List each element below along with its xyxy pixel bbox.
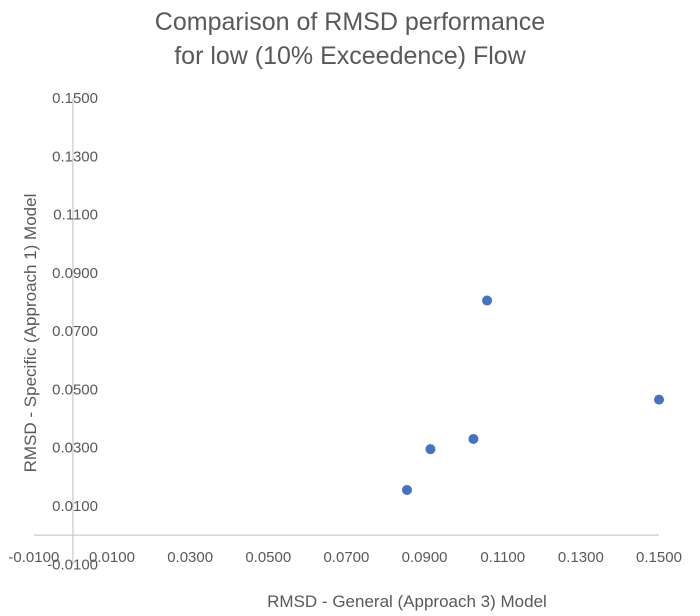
- axes: [33, 98, 659, 565]
- x-tick-label: 0.0500: [245, 549, 291, 566]
- y-tick-label: 0.0700: [52, 323, 98, 340]
- y-axis-title: RMSD - Specific (Approach 1) Model: [21, 194, 40, 473]
- y-tick-label: 0.0900: [52, 265, 98, 282]
- x-tick-label: -0.0100: [8, 549, 59, 566]
- y-tick-label: 0.0500: [52, 381, 98, 398]
- data-points: [401, 295, 664, 495]
- data-point: [401, 484, 412, 495]
- x-tick-labels: -0.0100 0.0100 0.0300 0.0500 0.0700 0.0900 0.1…: [8, 549, 682, 566]
- y-tick-labels: -0.0100 0.0100 0.0300 0.0500 0.0700 0.0900 0.1…: [47, 90, 98, 573]
- data-point: [425, 444, 436, 455]
- x-tick-label: 0.1300: [558, 549, 604, 566]
- data-point: [654, 394, 664, 405]
- y-tick-label: 0.0100: [52, 498, 98, 515]
- x-tick-label: 0.1100: [480, 549, 525, 566]
- y-tick-label: 0.1100: [53, 207, 98, 224]
- y-tick-label: 0.1500: [52, 90, 98, 107]
- x-tick-label: 0.1500: [636, 549, 682, 566]
- y-tick-label: 0.0300: [52, 440, 98, 457]
- y-tick-label: 0.1300: [52, 148, 98, 165]
- x-tick-label: 0.0700: [323, 549, 369, 566]
- x-tick-label: 0.0900: [402, 549, 448, 566]
- chart-title-line-2: for low (10% Exceedence) Flow: [174, 42, 526, 70]
- x-axis-title: RMSD - General (Approach 3) Model: [267, 592, 547, 611]
- data-point: [482, 295, 493, 306]
- data-point: [468, 433, 479, 444]
- y-tick-label: -0.0100: [47, 556, 98, 573]
- chart-title-line-1: Comparison of RMSD performance: [154, 8, 546, 36]
- x-tick-label: 0.0300: [167, 549, 213, 566]
- x-tick-label: 0.0100: [89, 549, 135, 566]
